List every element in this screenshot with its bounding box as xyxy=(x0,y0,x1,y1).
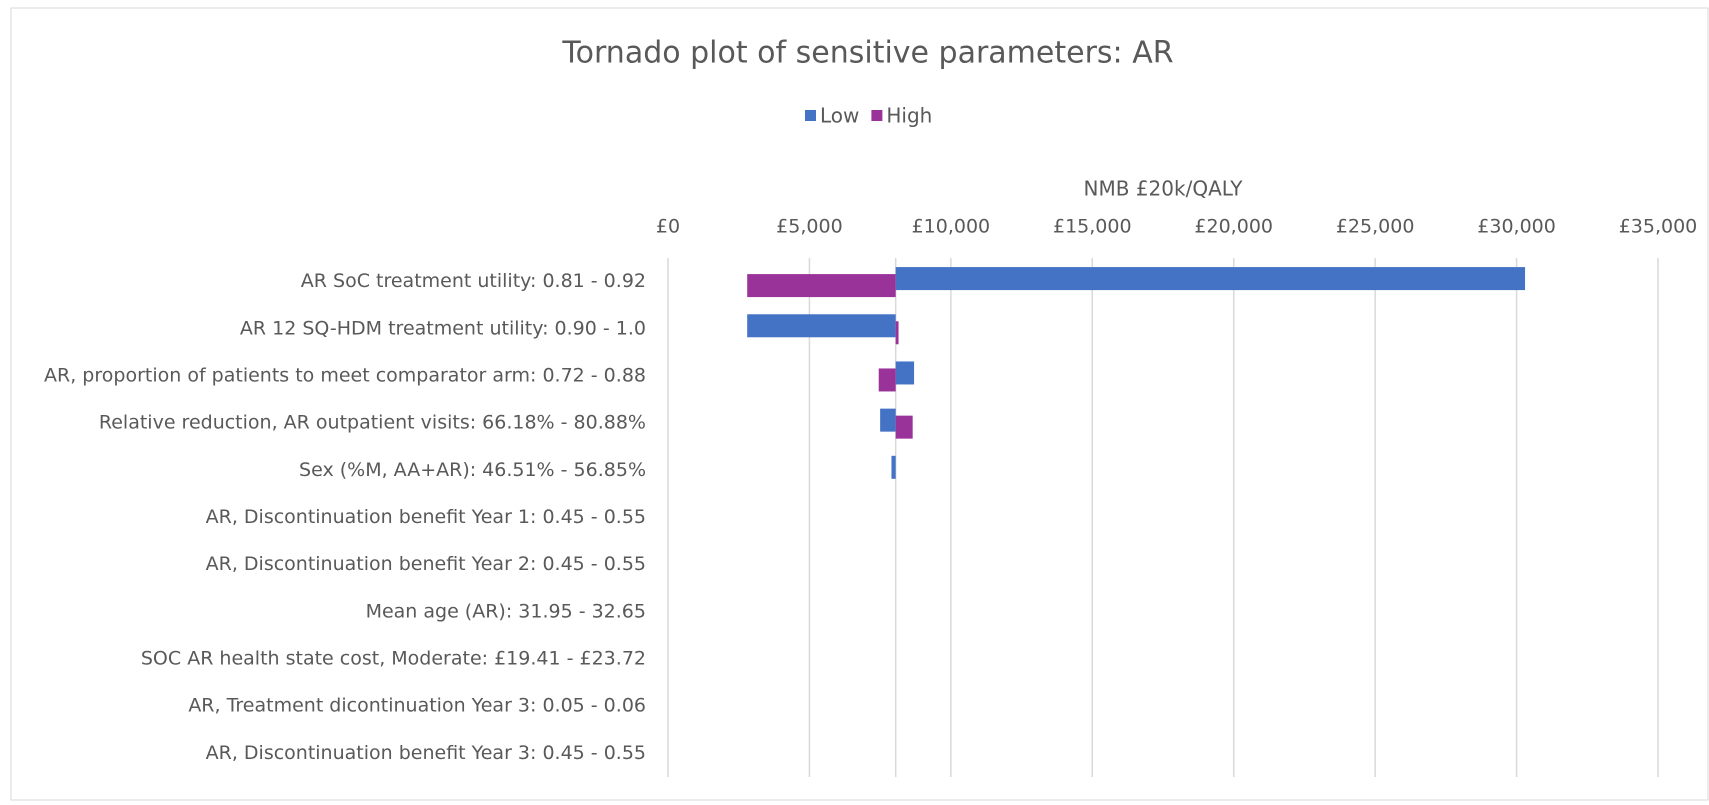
x-tick-label: £30,000 xyxy=(1477,216,1556,238)
bar xyxy=(895,267,1526,291)
x-tick-label: £35,000 xyxy=(1619,216,1698,238)
x-tick-label: £15,000 xyxy=(1053,216,1132,238)
bar xyxy=(747,274,896,298)
category-label: AR SoC treatment utility: 0.81 - 0.92 xyxy=(301,270,646,292)
category-label: Sex (%M, AA+AR): 46.51% - 56.85% xyxy=(299,459,646,481)
bar xyxy=(895,361,915,385)
category-label: AR, proportion of patients to meet compa… xyxy=(44,364,646,386)
x-tick-label: £0 xyxy=(656,216,680,238)
x-tick-label: £20,000 xyxy=(1194,216,1273,238)
legend-swatch xyxy=(871,110,883,121)
bar xyxy=(895,321,899,345)
category-label: Relative reduction, AR outpatient visits… xyxy=(99,412,646,434)
x-tick-label: £25,000 xyxy=(1336,216,1415,238)
bar xyxy=(895,415,913,439)
category-label: AR, Discontinuation benefit Year 1: 0.45… xyxy=(206,506,646,528)
category-label: AR 12 SQ-HDM treatment utility: 0.90 - 1… xyxy=(240,317,646,339)
category-label: AR, Discontinuation benefit Year 2: 0.45… xyxy=(206,553,646,575)
bar xyxy=(891,455,896,479)
bar xyxy=(880,408,896,432)
category-label: AR, Treatment dicontinuation Year 3: 0.0… xyxy=(188,695,646,717)
chart-title: Tornado plot of sensitive parameters: AR xyxy=(561,36,1173,71)
legend-label: High xyxy=(886,104,932,128)
legend-swatch xyxy=(805,110,816,121)
x-tick-label: £5,000 xyxy=(776,216,842,238)
legend-label: Low xyxy=(820,104,859,128)
bar xyxy=(878,368,896,392)
category-label: Mean age (AR): 31.95 - 32.65 xyxy=(366,600,646,622)
x-axis-title: NMB £20k/QALY xyxy=(1084,177,1244,201)
category-label: SOC AR health state cost, Moderate: £19.… xyxy=(141,648,646,670)
x-tick-label: £10,000 xyxy=(912,216,991,238)
bar xyxy=(747,314,896,338)
category-label: AR, Discontinuation benefit Year 3: 0.45… xyxy=(206,742,646,764)
chart-border xyxy=(10,7,1709,801)
